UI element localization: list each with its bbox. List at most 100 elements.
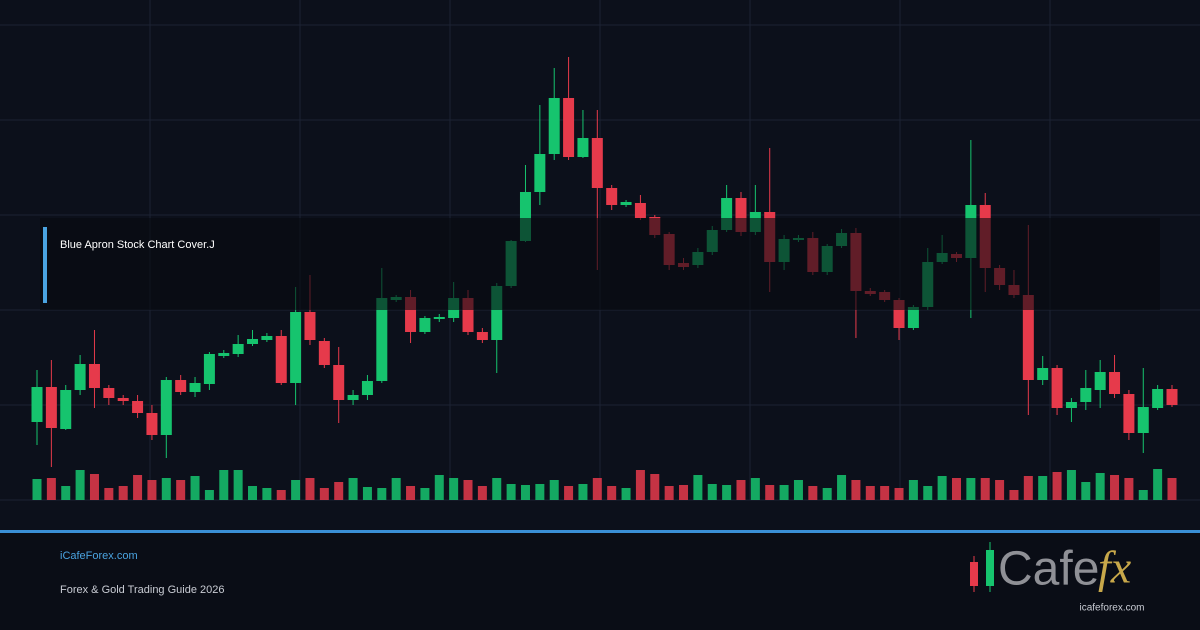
candle-body <box>419 318 431 332</box>
volume-bar <box>664 486 674 500</box>
candle-body <box>721 198 733 230</box>
volume-bar <box>851 480 861 500</box>
volume-bar <box>233 470 243 500</box>
title-overlay <box>40 218 1160 310</box>
volume-bar <box>966 478 976 500</box>
volume-bar <box>707 484 717 500</box>
candle-body <box>577 138 589 157</box>
volume-bar <box>736 480 746 500</box>
logo-icon <box>970 542 994 592</box>
volume-bar <box>204 490 214 500</box>
volume-bar <box>176 480 186 500</box>
logo-url: icafeforex.com <box>1079 603 1144 614</box>
volume-bar <box>1124 478 1134 500</box>
volume-bar <box>750 478 760 500</box>
volume-bar <box>793 480 803 500</box>
volume-bar <box>477 486 487 500</box>
candle-body <box>60 390 72 429</box>
candle-body <box>203 354 215 384</box>
volume-bar <box>1052 472 1062 500</box>
candle-body <box>361 381 373 395</box>
volume-bar <box>391 478 401 500</box>
volume-bar <box>190 476 200 500</box>
candle-body <box>907 307 919 328</box>
candle-body <box>1080 388 1092 402</box>
volume-bar <box>32 479 42 500</box>
candle-body <box>318 341 330 365</box>
volume-bar <box>262 488 272 500</box>
volume-bar <box>1095 473 1105 500</box>
volume-bar <box>1038 476 1048 500</box>
volume-bar <box>693 475 703 500</box>
candle-body <box>31 387 43 422</box>
volume-bar <box>61 486 71 500</box>
candle-body <box>1094 372 1106 390</box>
volume-bar <box>822 488 832 500</box>
volume-bar <box>1110 475 1120 500</box>
volume-bar <box>592 478 602 500</box>
volume-bar <box>434 475 444 500</box>
volume-bar <box>779 485 789 500</box>
candle-body <box>476 332 488 340</box>
volume-bar <box>406 486 416 500</box>
candle-body <box>591 138 603 188</box>
volume-bar <box>133 475 143 500</box>
plot <box>31 57 1178 500</box>
volume-bar <box>1009 490 1019 500</box>
volume-bar <box>908 480 918 500</box>
volume-bar <box>319 488 329 500</box>
candle-body <box>606 188 618 205</box>
candle-body <box>232 344 244 354</box>
candle-body <box>103 388 115 398</box>
volume-bar <box>980 478 990 500</box>
overlay-title: Blue Apron Stock Chart Cover.J <box>60 239 215 251</box>
candle-body <box>261 336 273 340</box>
candle-body <box>74 364 86 390</box>
footer-site: iCafeForex.com <box>60 550 138 562</box>
candle-body <box>491 286 503 340</box>
candle-body <box>1051 368 1063 408</box>
footer-divider <box>0 530 1200 533</box>
candle-body <box>347 395 359 400</box>
volume-bar <box>147 480 157 500</box>
candle-body <box>45 387 57 428</box>
candle-body <box>189 383 201 392</box>
candle-body <box>563 98 575 157</box>
volume-bar <box>89 474 99 500</box>
candle-body <box>88 364 100 388</box>
candle-body <box>1152 389 1164 408</box>
candle-body <box>1037 368 1049 380</box>
candle-body <box>275 336 287 383</box>
volume-bar <box>492 478 502 500</box>
volume-bar <box>607 486 617 500</box>
volume-bar <box>995 480 1005 500</box>
candle-body <box>146 413 158 435</box>
candle-body <box>462 298 474 332</box>
volume-bar <box>1066 470 1076 500</box>
candle-body <box>1065 402 1077 408</box>
volume-bar <box>722 485 732 500</box>
volume-bar <box>621 488 631 500</box>
volume-bar <box>837 475 847 500</box>
volume-bar <box>564 486 574 500</box>
overlay-accent <box>43 227 47 303</box>
volume-bar <box>334 482 344 500</box>
volume-bar <box>248 486 258 500</box>
volume-bar <box>305 478 315 500</box>
candle-body <box>117 398 129 401</box>
volume-bar <box>894 488 904 500</box>
volume-bar <box>219 470 229 500</box>
candle-body <box>433 317 445 319</box>
volume-bar <box>923 486 933 500</box>
volume-bar <box>291 480 301 500</box>
candle-body <box>247 339 259 344</box>
candle-body <box>620 202 632 205</box>
volume-bar <box>420 488 430 500</box>
volume-bar <box>377 488 387 500</box>
volume-bar <box>535 484 545 500</box>
volume-bar <box>362 487 372 500</box>
volume-bar <box>1153 469 1163 500</box>
candle-body <box>290 312 302 383</box>
volume-bar <box>951 478 961 500</box>
